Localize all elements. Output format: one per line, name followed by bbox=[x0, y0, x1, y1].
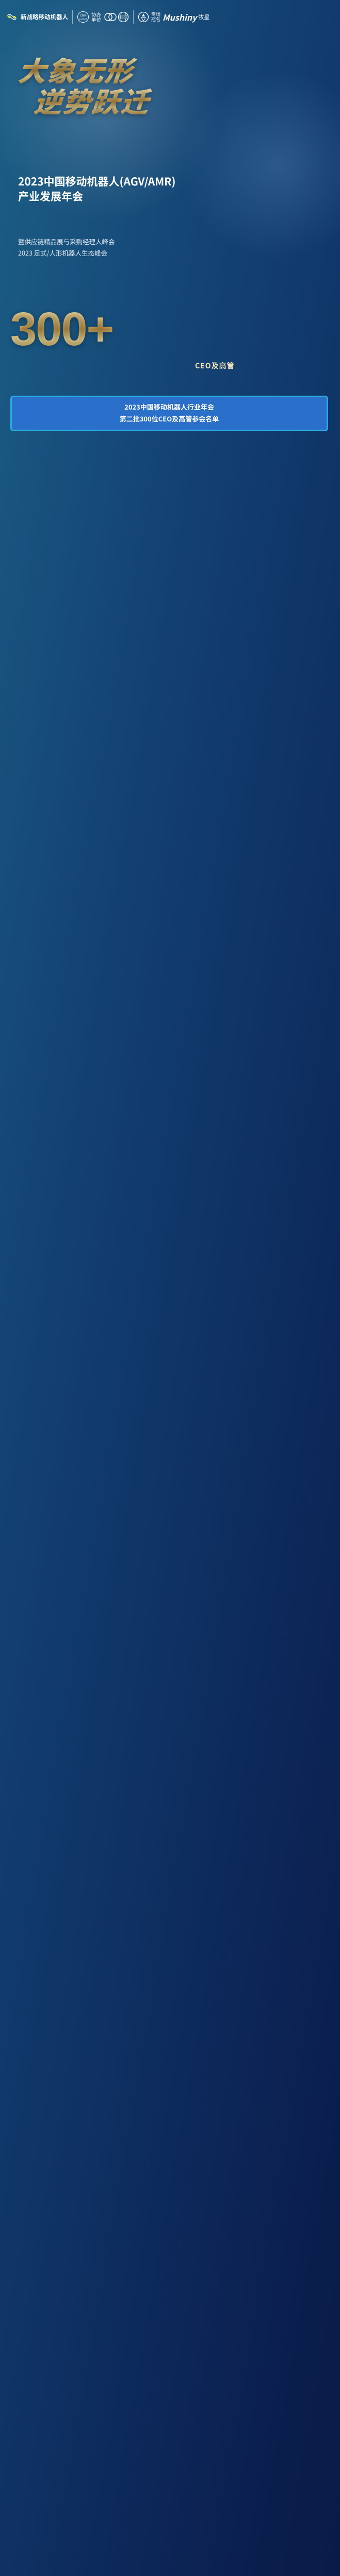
svg-text:ALLIANCE: ALLIANCE bbox=[79, 18, 88, 20]
svg-text:CMR: CMR bbox=[80, 14, 86, 18]
